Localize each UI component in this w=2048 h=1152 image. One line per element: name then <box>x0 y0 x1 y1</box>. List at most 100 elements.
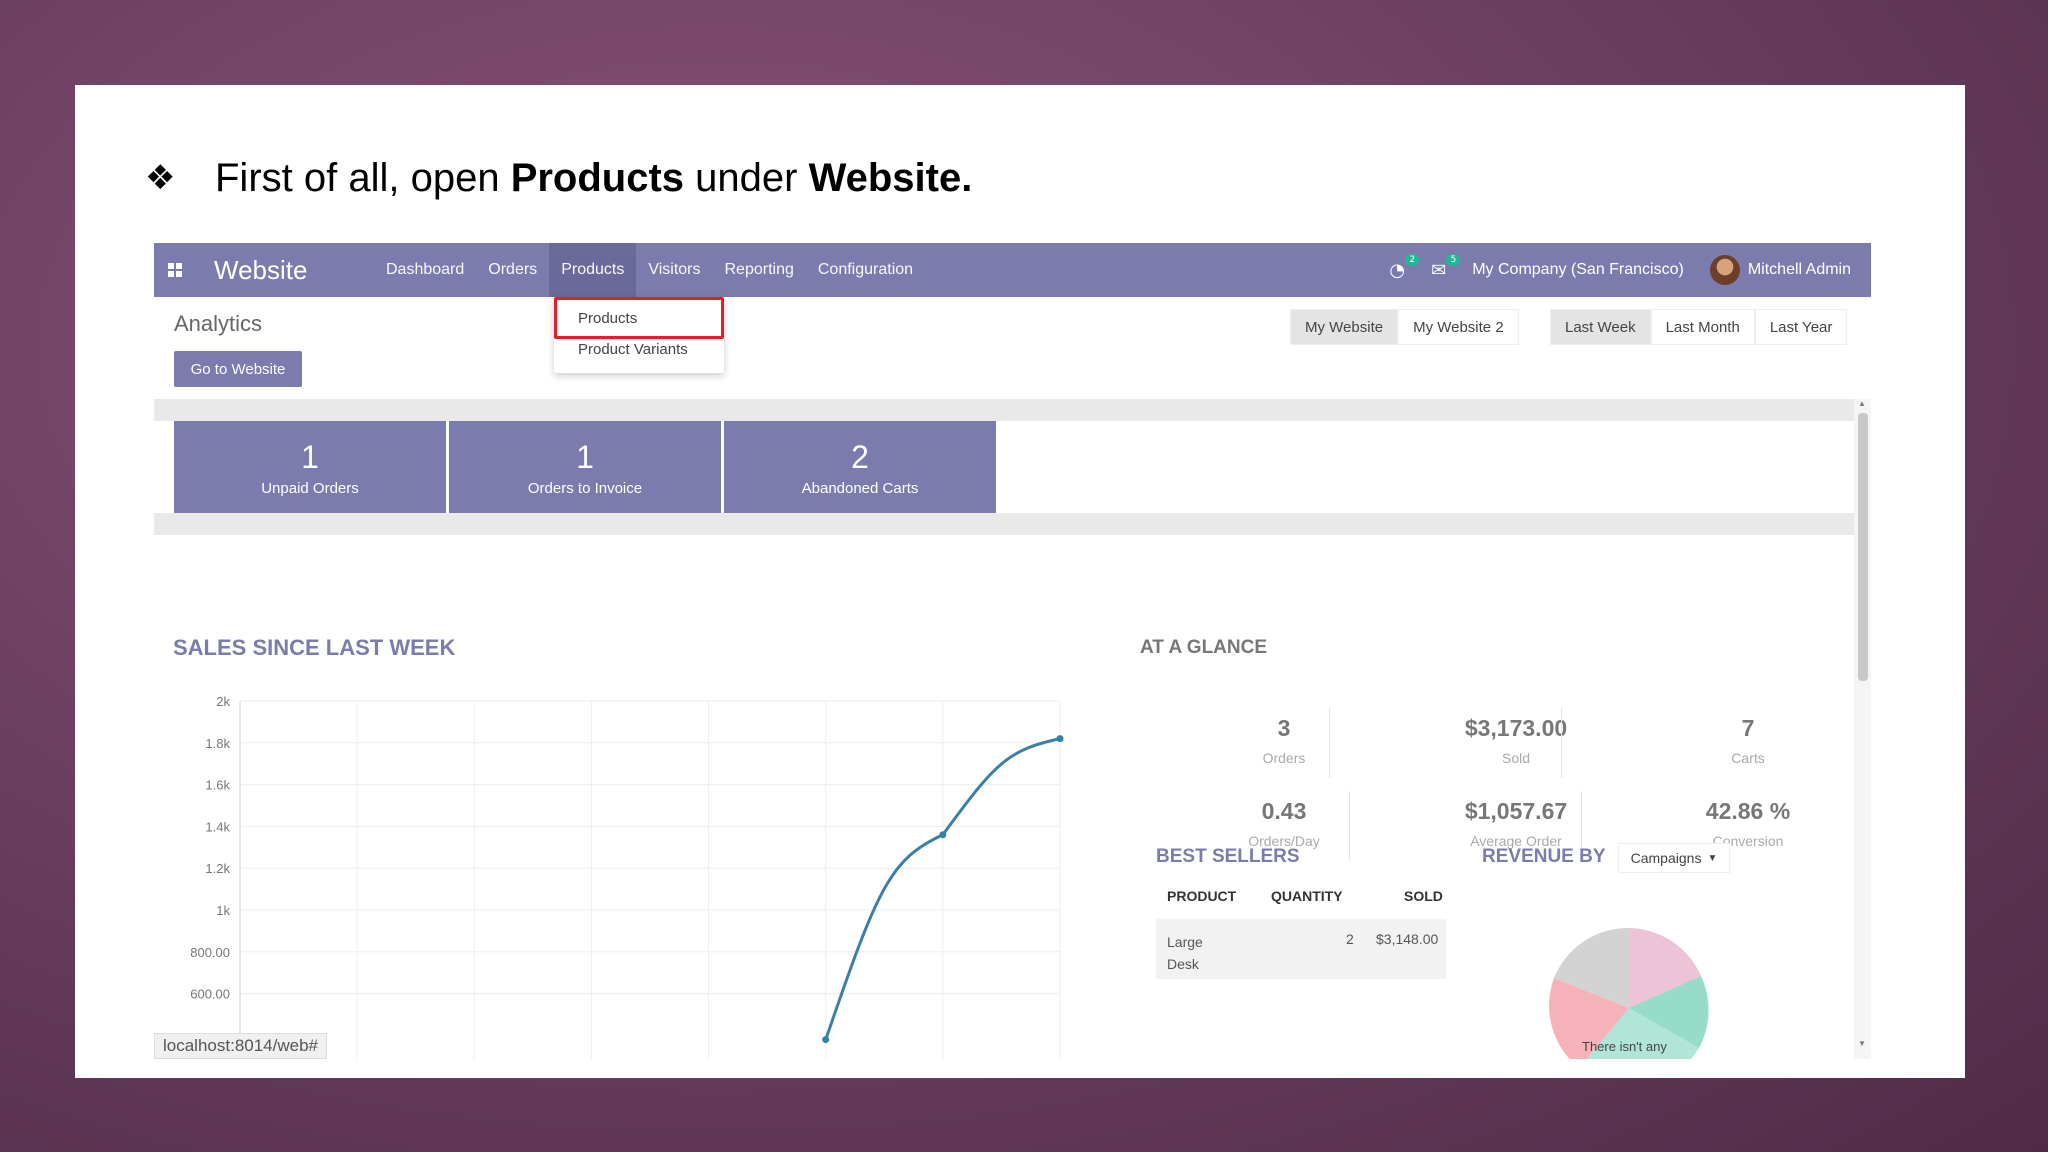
stat-divider <box>1329 708 1330 778</box>
stat-label: Sold <box>1501 750 1531 766</box>
best-sellers-title: BEST SELLERS <box>1156 846 1300 867</box>
kpi-orders-to-invoice[interactable]: 1 Orders to Invoice <box>449 421 721 513</box>
company-switcher[interactable]: My Company (San Francisco) <box>1472 261 1684 278</box>
stat-value: $3,173.00 <box>1464 715 1568 741</box>
stat-orders: 3 Orders <box>1184 715 1384 766</box>
stat-value: 7 <box>1741 715 1755 741</box>
filter-last-week[interactable]: Last Week <box>1550 309 1651 345</box>
stat-conversion: 42.86 % Conversion <box>1648 798 1848 849</box>
revenue-title: REVENUE BY <box>1482 846 1606 867</box>
sales-data-point[interactable] <box>822 1036 830 1044</box>
stat-sold: $3,173.00 Sold <box>1416 715 1616 766</box>
kpi-value: 1 <box>576 439 594 475</box>
revenue-empty-note: There isn't any <box>1582 1039 1667 1054</box>
sales-series-line <box>824 737 1061 1041</box>
stat-label: Orders <box>1262 750 1306 766</box>
main-menu: Dashboard Orders Products Visitors Repor… <box>374 243 925 297</box>
app-brand[interactable]: Website <box>214 254 308 285</box>
stat-value: 0.43 <box>1261 798 1307 824</box>
stat-value: $1,057.67 <box>1464 798 1568 824</box>
activity-clock-icon[interactable]: ◔ 2 <box>1389 253 1420 281</box>
menu-configuration[interactable]: Configuration <box>817 261 914 278</box>
y-tick-label: 1.4k <box>205 819 230 834</box>
content-top-strip <box>154 399 1854 421</box>
cell-sold: $3,148.00 <box>1376 931 1439 947</box>
filter-my-website-2[interactable]: My Website 2 <box>1398 309 1519 345</box>
stat-value: 3 <box>1277 715 1291 741</box>
col-sold[interactable]: SOLD <box>1404 888 1443 904</box>
revenue-dropdown-label: Campaigns <box>1630 850 1702 866</box>
filter-my-website[interactable]: My Website <box>1290 309 1399 345</box>
stat-value: 42.86 % <box>1705 798 1791 824</box>
kpi-value: 1 <box>301 439 319 475</box>
browser-status-url: localhost:8014/web# <box>154 1033 328 1059</box>
menu-visitors[interactable]: Visitors <box>648 261 701 278</box>
kpi-area: 1 Unpaid Orders 1 Orders to Invoice 2 Ab… <box>154 421 1854 521</box>
y-tick-label: 1.2k <box>205 861 230 876</box>
y-tick-label: 1.6k <box>205 778 230 793</box>
filter-last-year[interactable]: Last Year <box>1754 309 1848 345</box>
cell-quantity: 2 <box>1346 931 1354 947</box>
dropdown-item-products[interactable]: Products <box>578 310 638 327</box>
y-tick-label: 600.00 <box>190 987 230 1002</box>
stat-label: Average Order <box>1470 833 1562 849</box>
y-tick-label: 800.00 <box>190 945 230 960</box>
apps-menu-icon[interactable] <box>154 263 196 277</box>
revenue-group-dropdown[interactable]: Campaigns ▼ <box>1618 843 1730 873</box>
stat-divider <box>1349 791 1350 861</box>
diamond-bullet-icon: ❖ <box>145 158 176 198</box>
kpi-label: Orders to Invoice <box>527 480 643 497</box>
kpi-abandoned-carts[interactable]: 2 Abandoned Carts <box>724 421 996 513</box>
odoo-screenshot: Website Dashboard Orders Products Visito… <box>154 243 1871 1059</box>
instruction-part-1: First of all, open <box>215 155 511 200</box>
y-tick-label: 1k <box>216 903 230 918</box>
period-filter-group: Last Week Last Month Last Year <box>1550 309 1848 345</box>
col-quantity[interactable]: QUANTITY <box>1271 888 1343 904</box>
cell-product: Large Desk <box>1167 934 1203 972</box>
user-menu[interactable]: Mitchell Admin <box>1709 255 1851 285</box>
instruction-part-2: under <box>684 155 809 200</box>
caret-down-icon: ▼ <box>1707 852 1718 864</box>
menu-products[interactable]: Products <box>549 243 637 297</box>
user-name: Mitchell Admin <box>1747 261 1851 278</box>
sales-section-title: SALES SINCE LAST WEEK <box>173 635 456 660</box>
instruction-bold-products: Products <box>510 155 685 200</box>
messages-badge: 5 <box>1446 253 1461 266</box>
slide: ❖ First of all, open Products under Webs… <box>75 85 1965 1078</box>
revenue-pie-chart <box>1549 927 1709 1059</box>
products-dropdown-menu: Products Product Variants <box>554 297 724 373</box>
filter-last-month[interactable]: Last Month <box>1650 309 1755 345</box>
sales-data-point[interactable] <box>1056 735 1064 743</box>
content-scrollbar[interactable]: ▲ ▼ <box>1854 399 1871 1059</box>
table-row[interactable]: Large Desk 2 $3,148.00 <box>1156 919 1446 979</box>
stat-label: Carts <box>1731 750 1765 766</box>
y-tick-label: 2k <box>216 694 230 709</box>
stat-carts: 7 Carts <box>1648 715 1848 766</box>
navbar-systray: ◔ 2 ✉ 5 My Company (San Francisco) Mitchel… <box>1389 243 1851 297</box>
kpi-unpaid-orders[interactable]: 1 Unpaid Orders <box>174 421 446 513</box>
user-avatar <box>1709 255 1740 285</box>
stat-label: Orders/Day <box>1248 833 1320 849</box>
col-product[interactable]: PRODUCT <box>1167 888 1237 904</box>
go-to-website-button[interactable]: Go to Website <box>174 351 302 387</box>
section-divider <box>154 513 1854 535</box>
scroll-down-icon[interactable]: ▼ <box>1858 1039 1866 1048</box>
stat-label: Conversion <box>1712 833 1784 849</box>
scroll-thumb[interactable] <box>1858 413 1868 681</box>
stat-orders-per-day: 0.43 Orders/Day <box>1184 798 1384 849</box>
messages-chat-icon[interactable]: ✉ 5 <box>1431 253 1461 281</box>
stat-divider <box>1581 791 1582 861</box>
sales-data-point[interactable] <box>939 831 947 839</box>
kpi-value: 2 <box>851 439 869 475</box>
top-navbar: Website Dashboard Orders Products Visito… <box>154 243 1871 297</box>
menu-dashboard[interactable]: Dashboard <box>386 261 465 278</box>
dashboard-panel <box>154 535 1832 1059</box>
y-tick-label: 1.8k <box>205 736 230 751</box>
menu-orders[interactable]: Orders <box>488 261 538 278</box>
scroll-up-icon[interactable]: ▲ <box>1858 399 1866 408</box>
menu-reporting[interactable]: Reporting <box>724 261 794 278</box>
kpi-label: Unpaid Orders <box>261 480 359 497</box>
dropdown-item-product-variants[interactable]: Product Variants <box>578 341 688 358</box>
glance-section-title: AT A GLANCE <box>1140 637 1268 658</box>
activity-badge: 2 <box>1405 253 1420 266</box>
